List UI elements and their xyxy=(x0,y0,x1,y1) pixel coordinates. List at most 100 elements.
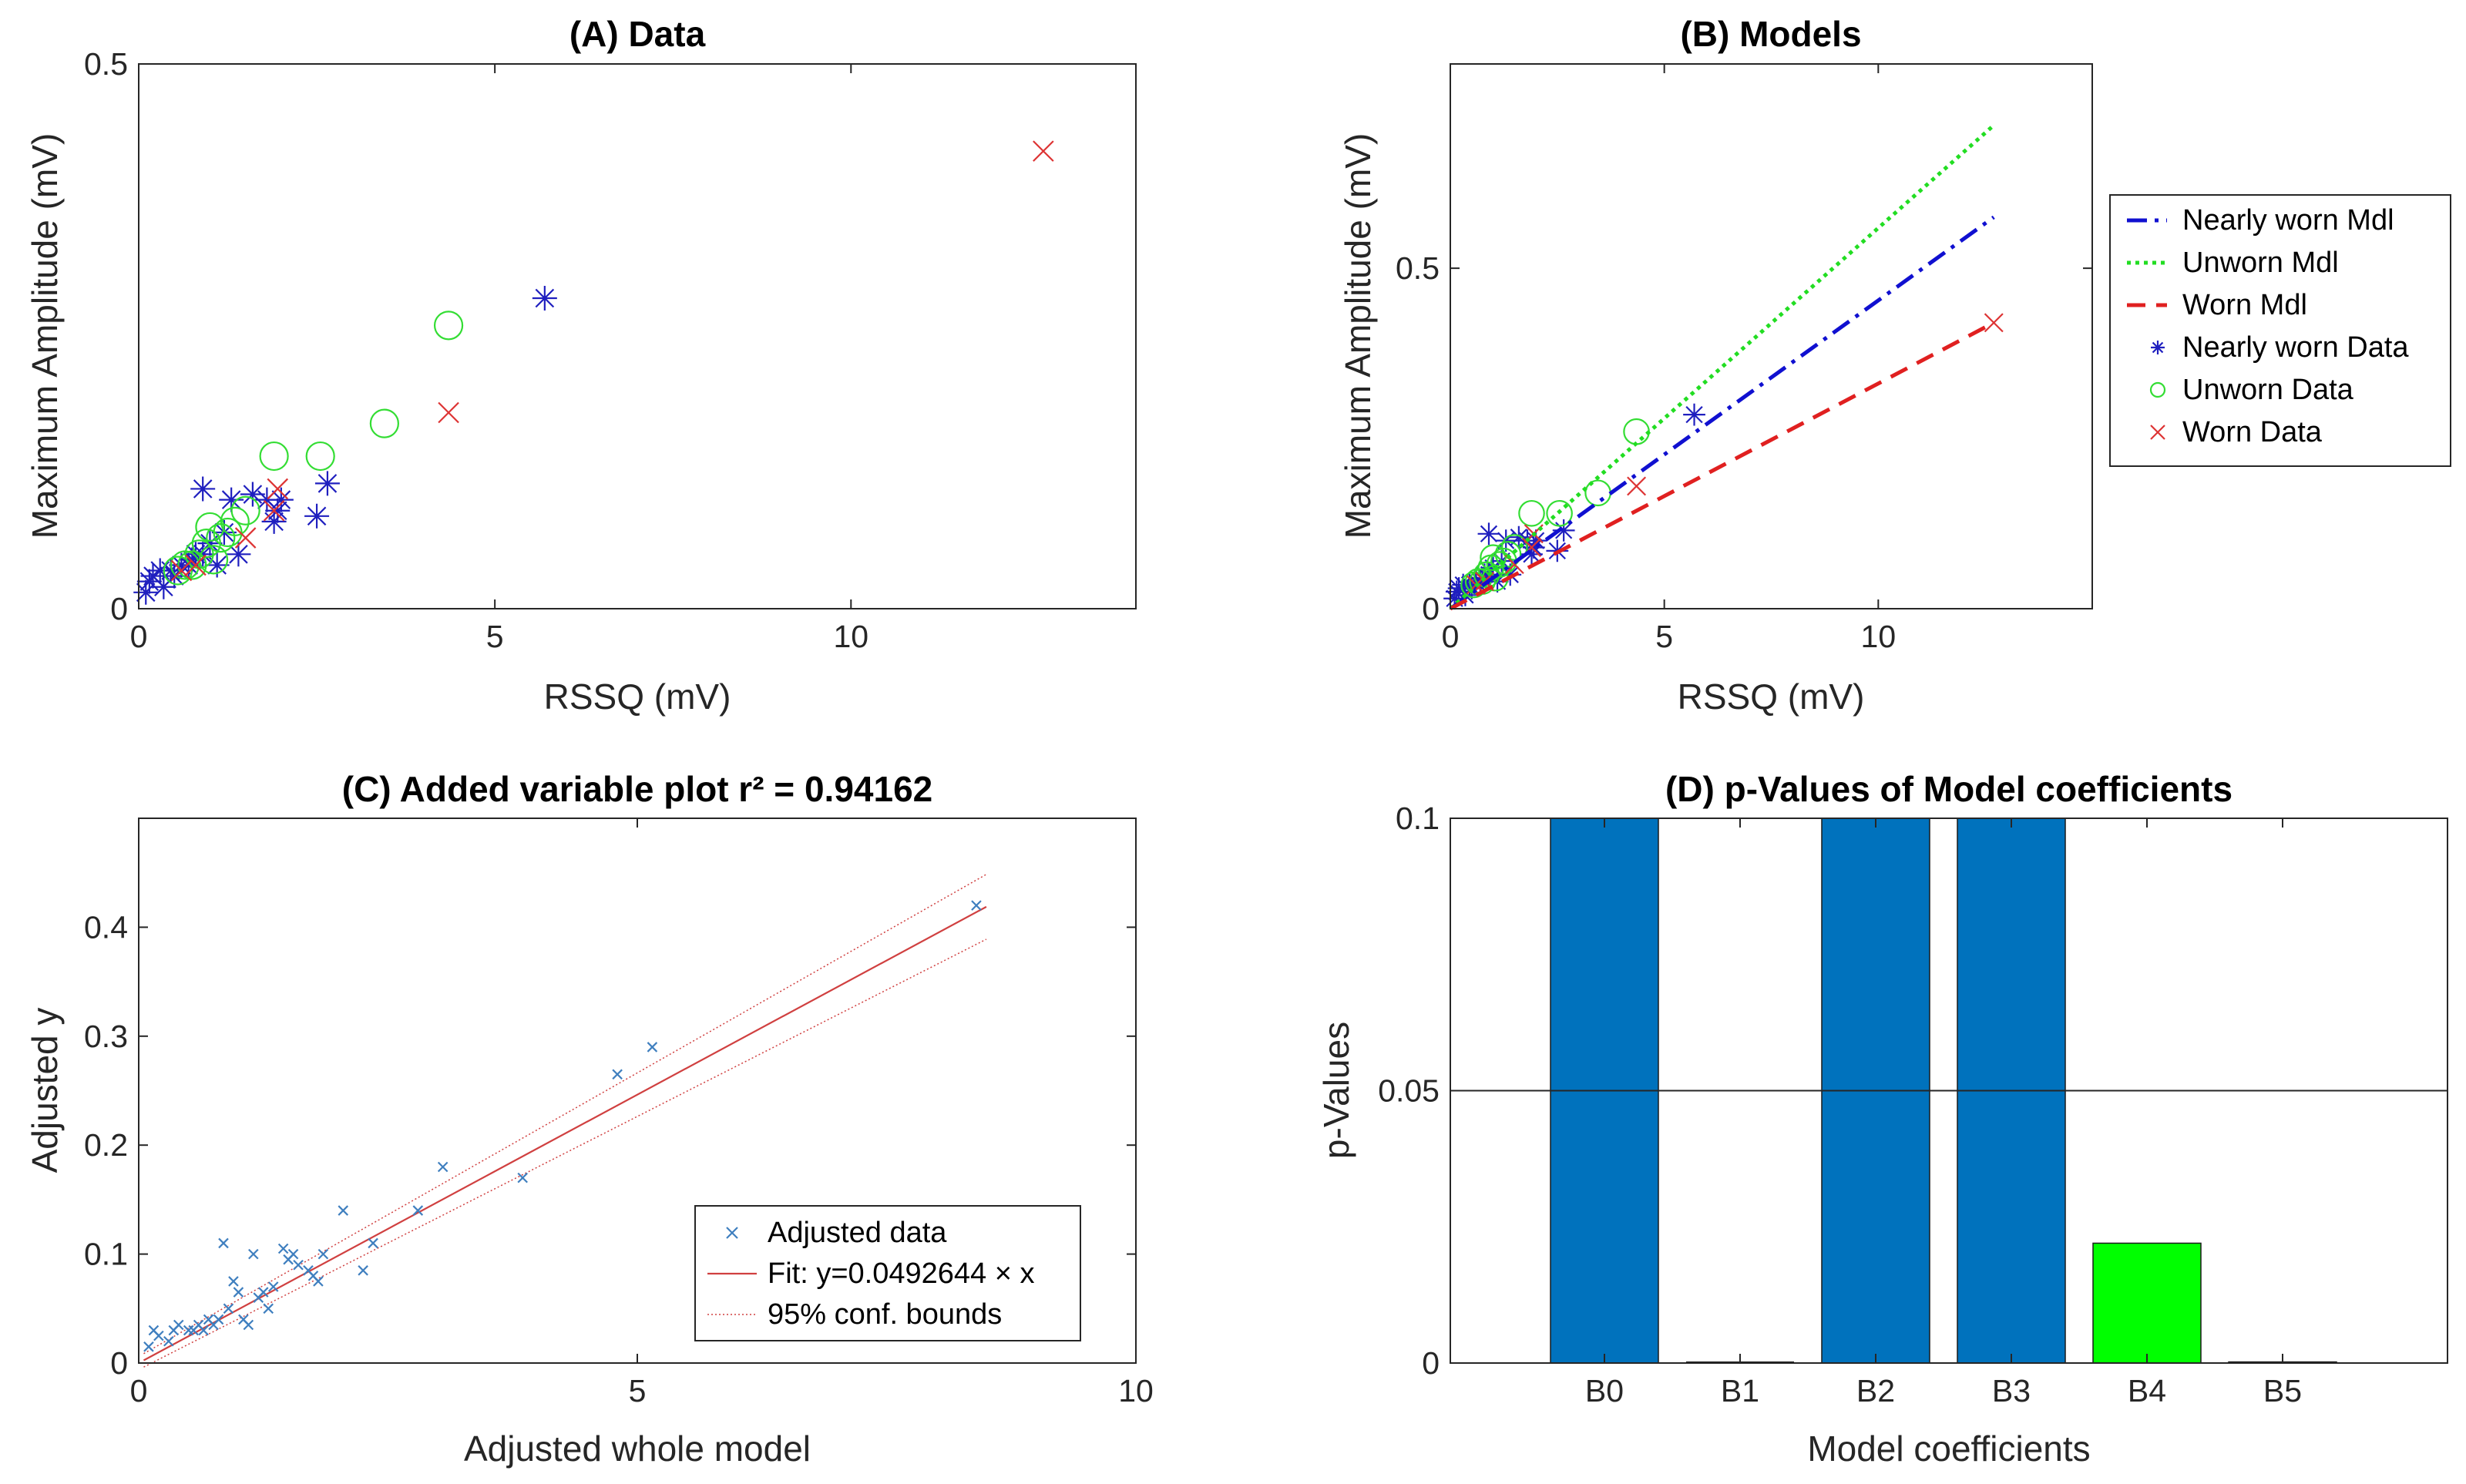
panel-a-nearly-point xyxy=(176,552,201,578)
panel-b-nearly-point xyxy=(1499,563,1522,586)
panel-a-worn-point xyxy=(267,478,289,500)
panel-b-legend-nearly_data-label: Nearly worn Data xyxy=(2182,331,2409,364)
panel-b-x-tick-label: 0 xyxy=(1442,619,1460,654)
panel-c-legend-fit_line-label: Fit: y=0.0492644 × x xyxy=(768,1257,1034,1290)
panel-b-unworn-point xyxy=(1501,534,1528,561)
panel-c-adjusted-point xyxy=(248,1248,259,1260)
panel-c-x-tick-label: 10 xyxy=(1118,1373,1154,1408)
panel-a-nearly-point xyxy=(254,487,280,512)
panel-a-nearly-point xyxy=(211,520,237,546)
panel-a-unworn-point xyxy=(213,517,243,548)
panel-a-nearly-point xyxy=(151,574,176,599)
panel-c-adjusted-point xyxy=(173,1319,184,1331)
panel-a-nearly-point xyxy=(140,563,166,589)
panel-c-adjusted-point xyxy=(163,1335,174,1347)
panel-c-legend-adjusted-marker xyxy=(726,1227,738,1239)
panel-a-nearly-point xyxy=(314,471,340,496)
panel-c-adjusted-point xyxy=(198,1325,209,1336)
panel-b-unworn-point xyxy=(1486,551,1514,578)
panel-a-nearly-point xyxy=(261,509,287,534)
panel-d-ticks: B0 B1 B2 B3 B4 B5 0 0.05 0.1 xyxy=(1378,801,2448,1408)
panel-a-y-tick-label: 0 xyxy=(110,591,128,626)
panel-c-adjusted-point xyxy=(287,1248,299,1260)
panel-a-unworn-point xyxy=(195,512,225,542)
panel-b-legend-nearly_mdl-label: Nearly worn Mdl xyxy=(2182,204,2394,237)
panel-a-frame xyxy=(138,63,1137,609)
panel-a-unworn-point xyxy=(177,550,207,580)
panel-b-unworn_mdl-line xyxy=(1449,123,1995,610)
panel-b-xlabel: RSSQ (mV) xyxy=(1678,677,1865,717)
panel-d-x-tick-label: B3 xyxy=(1992,1373,2031,1408)
panel-a-nearly-point xyxy=(219,487,244,512)
panel-d-x-tick-label: B5 xyxy=(2263,1373,2302,1408)
panel-a-y-tick-label: 0.5 xyxy=(84,46,128,82)
panel-a-title: (A) Data xyxy=(569,14,706,54)
panel-b-marks xyxy=(1443,123,2004,611)
panel-b-legend: Nearly worn Mdl Unworn Mdl Worn Mdl Nearly … xyxy=(2109,194,2451,467)
panel-c-adjusted-point xyxy=(368,1237,378,1249)
panel-c-adjusted-point xyxy=(612,1069,623,1080)
panel-b-legend-worn_data-marker xyxy=(2150,425,2165,440)
panel-b-legend-items: Nearly worn Mdl Unworn Mdl Worn Mdl Nearly … xyxy=(2127,204,2409,448)
panel-b-unworn-point xyxy=(1494,540,1522,568)
panel-b-unworn-point xyxy=(1623,418,1650,445)
panel-a-nearly-point xyxy=(162,563,187,589)
panel-b-worn-point xyxy=(1984,313,2004,333)
panel-a-nearly-point xyxy=(304,503,330,529)
panel-b-nearly-point xyxy=(1477,522,1500,546)
bar-B4 xyxy=(2092,1242,2202,1364)
panel-a-worn-point xyxy=(234,527,257,549)
panel-b-worn-point xyxy=(1627,476,1647,496)
panel-b-title: (B) Models xyxy=(1680,14,1861,54)
panel-c-ylabel: Adjusted y xyxy=(25,1008,65,1173)
panel-b-nearly_mdl-line xyxy=(1449,215,1995,611)
panel-d-y-tick-label: 0.1 xyxy=(1396,801,1440,836)
panel-b-x-tick-label: 5 xyxy=(1655,619,1673,654)
panel-c-y-tick-label: 0.1 xyxy=(84,1237,128,1272)
panel-c-y-tick-label: 0.4 xyxy=(84,909,128,945)
panel-a-nearly-point xyxy=(197,531,223,556)
panel-c-adjusted-point xyxy=(143,1341,154,1352)
panel-b-legend-unworn_data-label: Unworn Data xyxy=(2182,374,2354,406)
panel-a-unworn-point xyxy=(230,495,260,525)
panel-c-adjusted-point xyxy=(313,1276,324,1287)
panel-c-legend: Adjusted data Fit: y=0.0492644 × x 95% con… xyxy=(694,1205,1081,1341)
panel-a-nearly-point xyxy=(190,542,216,567)
panel-d-x-tick-label: B4 xyxy=(2128,1373,2166,1408)
panel-a-x-tick-label: 0 xyxy=(130,619,148,654)
panel-b-nearly-point xyxy=(1520,542,1543,566)
panel-a-unworn-point xyxy=(369,408,399,438)
panel-d-ylabel: p-Values xyxy=(1316,1022,1356,1159)
panel-b-legend-box xyxy=(2109,194,2451,467)
panel-b-legend-unworn_data-marker xyxy=(2149,381,2166,398)
panel-a-unworn-point xyxy=(198,545,229,575)
panel-c-adjusted-point xyxy=(647,1042,658,1053)
panel-d-title: (D) p-Values of Model coefficients xyxy=(1665,769,2233,809)
panel-c-legend-bounds-label: 95% conf. bounds xyxy=(768,1298,1002,1331)
panel-c-legend-box xyxy=(694,1205,1081,1341)
panel-b-nearly-point xyxy=(1524,529,1547,552)
panel-c-frame xyxy=(138,818,1137,1364)
panel-c-adjusted-point xyxy=(213,1314,224,1325)
panel-c-adjusted-point xyxy=(971,900,982,911)
panel-a-nearly-point xyxy=(133,579,159,605)
panel-a-unworn-point xyxy=(433,311,464,341)
panel-a-nearly-point xyxy=(226,542,251,567)
panel-a-x-tick-label: 10 xyxy=(833,619,868,654)
panel-d-y-tick-label: 0.05 xyxy=(1378,1073,1440,1109)
panel-b-x-tick-label: 10 xyxy=(1861,619,1897,654)
panel-a-nearly-point xyxy=(158,558,183,583)
panel-a-nearly-point xyxy=(240,482,265,507)
panel-c-adjusted-point xyxy=(317,1248,329,1260)
panel-c-fit-line xyxy=(143,905,987,1361)
panel-a-unworn-point xyxy=(305,441,335,472)
panel-a-nearly-point xyxy=(532,286,557,311)
panel-a-ylabel: Maximum Amplitude (mV) xyxy=(25,133,65,539)
panel-a-nearly-point xyxy=(268,487,294,512)
panel-c-adjusted-point xyxy=(263,1303,274,1314)
panel-b-models: (B) Models 0 5 10 0 0.5 RSSQ (mV) Maximum Am… xyxy=(1338,14,2451,717)
panel-c-lower-bound xyxy=(143,938,987,1368)
panel-c-xlabel: Adjusted whole model xyxy=(464,1429,811,1469)
panel-d-y-tick-label: 0 xyxy=(1422,1345,1440,1381)
